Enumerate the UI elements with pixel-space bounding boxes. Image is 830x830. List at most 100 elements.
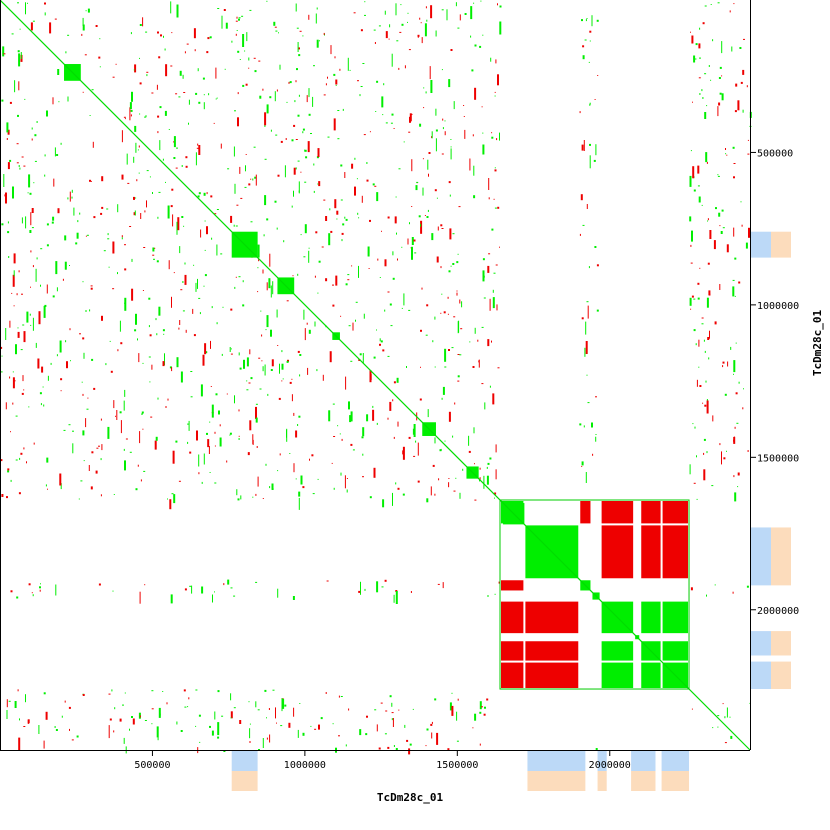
match-dot <box>234 183 236 194</box>
match-dot <box>67 197 69 200</box>
match-dot <box>294 100 296 103</box>
match-dot <box>221 715 224 717</box>
match-dot <box>238 18 240 21</box>
match-dot <box>714 321 717 325</box>
match-dot <box>352 322 354 331</box>
match-dot <box>463 105 465 106</box>
match-dot <box>171 367 173 372</box>
match-dot <box>14 701 17 708</box>
match-dot <box>314 275 316 278</box>
match-dot <box>264 364 266 376</box>
match-dot <box>274 26 277 28</box>
match-dot <box>364 14 366 16</box>
match-dot <box>346 489 348 493</box>
match-dot <box>185 156 188 159</box>
match-dot <box>298 47 300 50</box>
match-dot <box>397 487 400 490</box>
match-dot <box>734 492 737 502</box>
y-track-orange-3 <box>771 231 791 258</box>
match-dot <box>496 304 498 311</box>
match-dot <box>141 411 144 414</box>
match-dot <box>701 323 704 325</box>
match-dot <box>234 286 236 289</box>
match-dot <box>595 396 597 398</box>
match-dot <box>725 153 727 155</box>
match-dot <box>43 692 46 695</box>
match-dot <box>137 338 138 341</box>
match-dot <box>581 461 584 466</box>
match-dot <box>722 365 724 368</box>
match-dot <box>483 297 486 299</box>
match-dot <box>44 12 46 16</box>
match-dot <box>457 375 460 378</box>
match-dot <box>391 53 393 67</box>
match-dot <box>737 472 740 476</box>
match-dot <box>36 257 38 260</box>
match-dot <box>188 697 190 700</box>
match-dot <box>7 231 10 234</box>
match-dot <box>296 68 298 71</box>
match-dot <box>489 385 491 388</box>
match-dot <box>160 34 162 37</box>
match-dot <box>468 435 470 446</box>
match-dot <box>699 27 701 30</box>
match-dot <box>269 96 272 99</box>
match-dot <box>383 83 385 86</box>
match-dot <box>172 214 174 227</box>
match-dot <box>121 235 123 238</box>
match-dot <box>28 174 31 188</box>
match-dot <box>119 411 122 414</box>
match-dot <box>203 102 205 110</box>
match-dot <box>699 385 702 387</box>
match-dot <box>362 476 364 478</box>
match-dot <box>108 266 110 268</box>
match-dot <box>286 429 287 438</box>
match-dot <box>153 258 155 260</box>
match-dot <box>318 260 321 263</box>
match-dot <box>138 172 140 174</box>
match-dot <box>717 726 719 728</box>
match-dot <box>69 328 71 331</box>
match-dot <box>479 45 482 48</box>
match-dot <box>392 399 394 402</box>
match-dot <box>408 131 411 133</box>
match-dot <box>142 428 144 430</box>
match-dot <box>729 716 731 718</box>
match-dot <box>122 704 124 706</box>
match-dot <box>38 311 41 325</box>
match-dot <box>325 216 328 221</box>
match-dot <box>249 723 251 725</box>
match-dot <box>134 210 136 216</box>
match-dot <box>184 274 187 285</box>
match-dot <box>699 93 701 95</box>
match-dot <box>198 101 201 104</box>
match-dot <box>463 116 465 117</box>
match-dot <box>742 407 744 410</box>
match-dot <box>157 216 159 219</box>
match-dot <box>689 464 691 475</box>
match-dot <box>60 483 62 490</box>
match-dot <box>308 250 310 263</box>
match-dot <box>441 9 444 11</box>
match-dot <box>214 213 217 215</box>
match-dot <box>362 63 365 64</box>
match-dot <box>376 329 377 331</box>
match-dot <box>124 297 127 311</box>
match-dot <box>82 91 84 93</box>
match-dot <box>192 308 194 314</box>
match-dot <box>431 131 433 139</box>
match-dot <box>293 463 295 473</box>
match-dot <box>491 132 493 134</box>
match-dot <box>180 730 183 732</box>
match-dot <box>710 79 712 81</box>
match-dot <box>369 374 372 380</box>
match-dot <box>155 436 158 441</box>
match-dot <box>266 0 268 2</box>
match-dot <box>276 89 278 92</box>
match-dot <box>316 156 319 159</box>
match-dot <box>32 317 34 331</box>
match-dot <box>159 106 162 109</box>
match-dot <box>72 430 74 432</box>
match-dot <box>289 81 292 84</box>
match-dot <box>187 441 189 444</box>
